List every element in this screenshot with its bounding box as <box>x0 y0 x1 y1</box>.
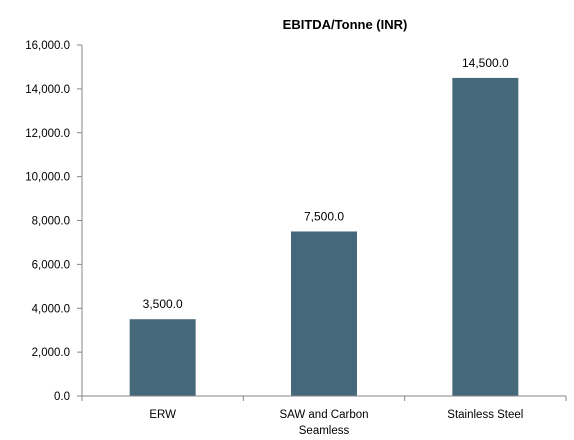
x-axis: ERW SAW and Carbon Seamless Stainless Steel <box>81 395 567 437</box>
y-axis: 0.0 2,000.0 4,000.0 6,000.0 8,000.0 10,000.0 1… <box>25 40 83 403</box>
x-tick-label: ERW <box>149 409 176 421</box>
x-tick-label: Seamless <box>299 425 350 437</box>
bar-stainless-steel <box>452 77 519 396</box>
y-tick-label: 2,000.0 <box>32 347 70 359</box>
y-tick-label: 12,000.0 <box>25 128 70 140</box>
y-tick-label: 6,000.0 <box>32 259 70 271</box>
x-tick-label: Stainless Steel <box>447 409 523 421</box>
x-tick-label: SAW and Carbon <box>279 409 368 421</box>
data-label: 14,500.0 <box>462 56 509 70</box>
bar-erw <box>129 319 196 396</box>
bars: 3,500.0 7,500.0 14,500.0 <box>129 56 519 396</box>
y-tick-label: 0.0 <box>54 391 70 403</box>
data-label: 3,500.0 <box>143 297 183 311</box>
y-tick-label: 8,000.0 <box>32 216 70 228</box>
y-tick-label: 10,000.0 <box>25 172 70 184</box>
data-label: 7,500.0 <box>304 209 344 223</box>
chart-title: EBITDA/Tonne (INR) <box>283 17 408 32</box>
bar-saw-and-carbon-seamless <box>291 231 357 396</box>
y-tick-label: 16,000.0 <box>25 40 70 52</box>
y-tick-label: 14,000.0 <box>25 84 70 96</box>
y-tick-label: 4,000.0 <box>32 303 70 315</box>
